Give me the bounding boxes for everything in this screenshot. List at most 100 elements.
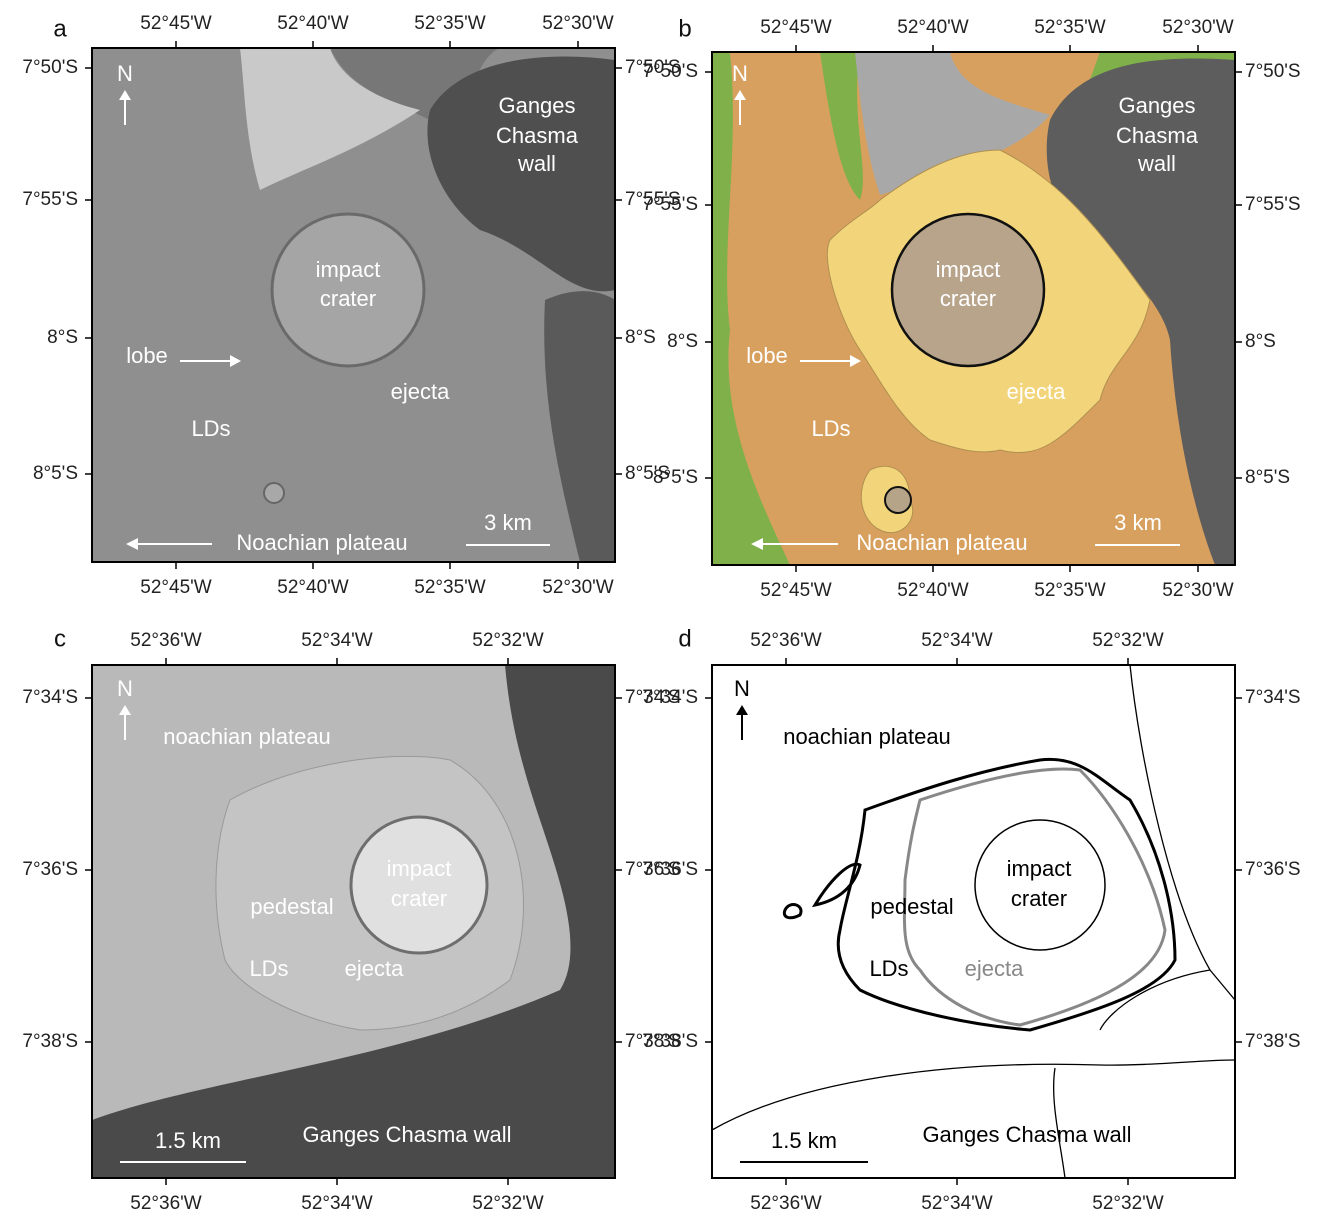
left-tick-label: 7°34'S xyxy=(22,687,78,708)
right-tick-label: 7°34'S xyxy=(1245,687,1301,708)
map-annotation: N xyxy=(117,676,133,701)
map-annotation: 3 km xyxy=(1114,510,1162,535)
left-tick-label: 7°36'S xyxy=(642,859,698,880)
map-annotation: LDs xyxy=(249,956,288,981)
top-tick-label: 52°35'W xyxy=(414,13,485,34)
map-annotation: Noachian plateau xyxy=(856,530,1027,555)
map-annotation: ejecta xyxy=(345,956,404,981)
bottom-tick-label: 52°36'W xyxy=(750,1193,821,1214)
bottom-tick-label: 52°32'W xyxy=(472,1193,543,1214)
top-tick-label: 52°45'W xyxy=(760,17,831,38)
map-c xyxy=(91,664,616,1179)
left-tick-label: 7°55'S xyxy=(22,189,78,210)
map-annotation: 3 km xyxy=(484,510,532,535)
map-annotation: wall xyxy=(517,151,556,176)
map-annotation: 1.5 km xyxy=(771,1128,837,1153)
right-tick-label: 7°38'S xyxy=(1245,1031,1301,1052)
right-tick-label: 8°5'S xyxy=(1245,467,1290,488)
map-annotation: N xyxy=(117,61,133,86)
panel-label: d xyxy=(678,625,691,652)
top-tick-label: 52°34'W xyxy=(301,630,372,651)
bottom-tick-label: 52°30'W xyxy=(1162,580,1233,601)
bottom-tick-label: 52°35'W xyxy=(414,577,485,598)
top-tick-label: 52°36'W xyxy=(130,630,201,651)
top-tick-label: 52°40'W xyxy=(897,17,968,38)
right-tick-label: 8°S xyxy=(625,327,656,348)
top-tick-label: 52°34'W xyxy=(921,630,992,651)
top-tick-label: 52°30'W xyxy=(1162,17,1233,38)
top-tick-label: 52°32'W xyxy=(472,630,543,651)
map-annotation: 1.5 km xyxy=(155,1128,221,1153)
right-tick-label: 7°50'S xyxy=(1245,61,1301,82)
right-tick-label: 7°34'S xyxy=(625,687,681,708)
bottom-tick-label: 52°34'W xyxy=(921,1193,992,1214)
map-annotation: crater xyxy=(1011,886,1067,911)
bottom-tick-label: 52°45'W xyxy=(140,577,211,598)
map-annotation: Ganges Chasma wall xyxy=(922,1122,1131,1147)
left-tick-label: 7°36'S xyxy=(22,859,78,880)
bottom-tick-label: 52°40'W xyxy=(277,577,348,598)
map-b xyxy=(711,51,1236,566)
map-annotation: LDs xyxy=(811,416,850,441)
bottom-tick-label: 52°36'W xyxy=(130,1193,201,1214)
left-tick-label: 8°S xyxy=(667,331,698,352)
bottom-tick-label: 52°40'W xyxy=(897,580,968,601)
top-tick-label: 52°35'W xyxy=(1034,17,1105,38)
panel-label: b xyxy=(678,15,691,42)
left-tick-label: 7°50'S xyxy=(22,57,78,78)
map-annotation: crater xyxy=(940,286,996,311)
map-annotation: N xyxy=(734,676,750,701)
left-tick-label: 8°5'S xyxy=(653,467,698,488)
left-tick-label: 7°34'S xyxy=(642,687,698,708)
map-annotation: Ganges xyxy=(1118,93,1195,118)
top-tick-label: 52°45'W xyxy=(140,13,211,34)
right-tick-label: 7°38'S xyxy=(625,1031,681,1052)
map-annotation: Ganges xyxy=(498,93,575,118)
bottom-tick-label: 52°35'W xyxy=(1034,580,1105,601)
panel-label: a xyxy=(53,15,67,42)
map-annotation: LDs xyxy=(869,956,908,981)
map-annotation: Noachian plateau xyxy=(236,530,407,555)
map-annotation: crater xyxy=(320,286,376,311)
top-tick-label: 52°40'W xyxy=(277,13,348,34)
map-annotation: lobe xyxy=(746,343,788,368)
left-tick-label: 7°38'S xyxy=(642,1031,698,1052)
map-annotation: ejecta xyxy=(1007,379,1066,404)
right-tick-label: 8°5'S xyxy=(625,463,670,484)
right-tick-label: 7°55'S xyxy=(625,189,681,210)
map-annotation: impact xyxy=(387,856,452,881)
map-annotation: ejecta xyxy=(965,956,1024,981)
map-annotation: impact xyxy=(1007,856,1072,881)
map-annotation: noachian plateau xyxy=(163,724,331,749)
left-tick-label: 7°55'S xyxy=(642,194,698,215)
bottom-tick-label: 52°45'W xyxy=(760,580,831,601)
right-tick-label: 7°50'S xyxy=(625,57,681,78)
map-annotation: wall xyxy=(1137,151,1176,176)
map-annotation: N xyxy=(732,61,748,86)
map-annotation: crater xyxy=(391,886,447,911)
map-d xyxy=(711,664,1236,1179)
map-annotation: pedestal xyxy=(250,894,333,919)
map-annotation: Chasma xyxy=(1116,123,1199,148)
left-tick-label: 7°38'S xyxy=(22,1031,78,1052)
left-tick-label: 8°S xyxy=(47,327,78,348)
map-annotation: pedestal xyxy=(870,894,953,919)
map-annotation: LDs xyxy=(191,416,230,441)
map-a xyxy=(91,47,616,563)
right-tick-label: 8°S xyxy=(1245,331,1276,352)
right-tick-label: 7°36'S xyxy=(1245,859,1301,880)
top-tick-label: 52°36'W xyxy=(750,630,821,651)
map-annotation: ejecta xyxy=(391,379,450,404)
map-annotation: lobe xyxy=(126,343,168,368)
right-tick-label: 7°55'S xyxy=(1245,194,1301,215)
map-annotation: Chasma xyxy=(496,123,579,148)
bottom-tick-label: 52°32'W xyxy=(1092,1193,1163,1214)
right-tick-label: 7°36'S xyxy=(625,859,681,880)
left-tick-label: 8°5'S xyxy=(33,463,78,484)
top-tick-label: 52°30'W xyxy=(542,13,613,34)
left-tick-label: 7°50'S xyxy=(642,61,698,82)
map-annotation: impact xyxy=(936,257,1001,282)
bottom-tick-label: 52°30'W xyxy=(542,577,613,598)
map-annotation: noachian plateau xyxy=(783,724,951,749)
